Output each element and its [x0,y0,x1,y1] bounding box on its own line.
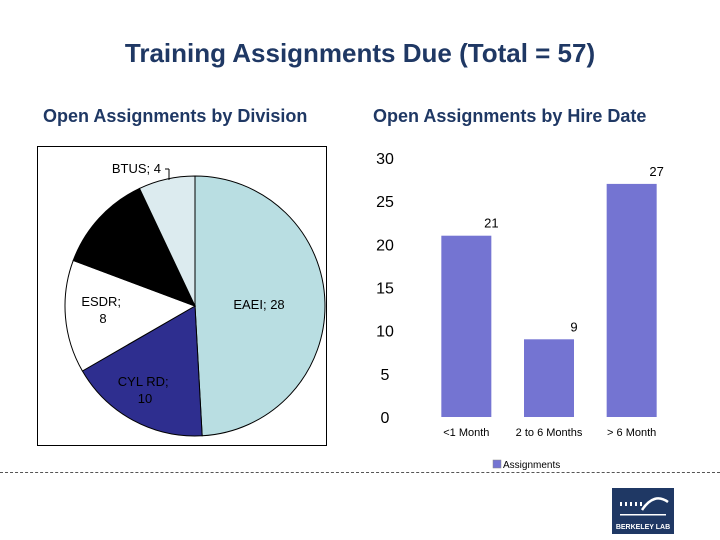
y-tick-label-0: 0 [381,410,390,427]
page-title: Training Assignments Due (Total = 57) [124,38,596,68]
bar-chart-title: Open Assignments by Hire Date [373,106,647,126]
bar-data-label-2: 9 [570,319,577,334]
footer-divider [0,472,720,473]
y-tick-label-5: 5 [381,367,390,384]
y-tick-label-30: 30 [376,151,394,168]
pie-chart-title: Open Assignments by Division [43,106,308,126]
pie-slice-btus [138,175,196,307]
hire-date-bar-chart: 0 5 10 15 20 25 30 21 9 27 <1 Month 2 to 6 Months… [376,151,664,471]
bar-1 [441,235,492,417]
legend-label: Assignments [503,460,560,471]
division-pie-chart: BTUS; 4 EAEI; 28 CYL RD; 10 ESDR; 8 [37,146,327,446]
y-tick-label-20: 20 [376,237,394,254]
slice-label-esdr-line2: 8 [99,311,106,326]
bar-y-axis-ticks: 0 5 10 15 20 25 30 [376,151,394,427]
slice-label-cylrd-line1: CYL RD; [118,374,169,389]
slice-label-cylrd: CYL RD; 10 [118,374,172,406]
bar-3 [606,183,657,417]
pie-slice-eaei [194,175,326,437]
berkeley-lab-logo: BERKELEY LAB [612,488,674,534]
bar-marks: 21 9 27 [441,164,664,417]
pie-slices [64,175,326,437]
y-tick-label-10: 10 [376,324,394,341]
legend-swatch [492,459,502,469]
bar-x-axis-labels: <1 Month 2 to 6 Months > 6 Month [443,427,656,439]
slice-label-cylrd-line2: 10 [138,391,152,406]
slice-label-btus: BTUS; 4 [112,161,161,176]
pie-slice-unlabeled-3 [72,187,196,307]
bar-data-label-3: 27 [649,164,663,179]
slice-label-esdr: ESDR; 8 [81,294,124,326]
x-axis-label-1: <1 Month [443,427,489,439]
y-tick-label-15: 15 [376,281,394,298]
pie-chart-frame [37,146,327,446]
slice-label-eaei: EAEI; 28 [233,297,284,312]
logo-text: BERKELEY LAB [616,524,670,531]
x-axis-label-2: 2 to 6 Months [516,427,583,439]
bar-2 [524,339,574,417]
x-axis-label-3: > 6 Month [607,427,656,439]
y-tick-label-25: 25 [376,194,394,211]
bar-data-label-1: 21 [484,216,498,231]
pie-slice-cyl-rd [81,305,203,437]
pie-slice-esdr [64,259,197,372]
slice-label-esdr-line1: ESDR; [81,294,121,309]
